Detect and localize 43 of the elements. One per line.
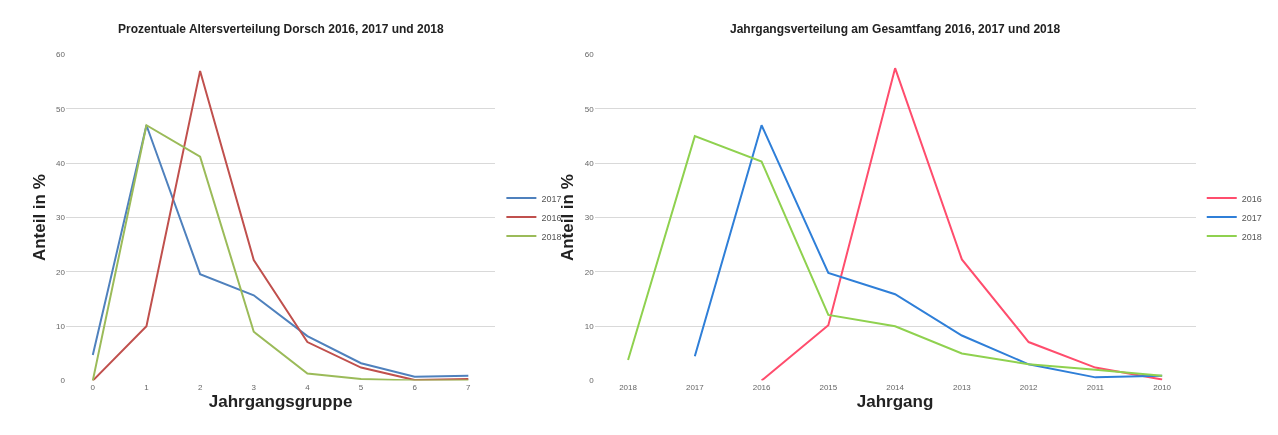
y-tick-label: 20 [56, 267, 66, 277]
legend-label: 2018 [541, 231, 562, 242]
x-tick-label: 2014 [886, 382, 905, 392]
x-axis-title: Jahrgangsgruppe [208, 392, 353, 412]
x-tick-label: 2018 [619, 382, 638, 392]
legend-label: 2017 [541, 193, 562, 204]
legend-label: 2016 [541, 212, 562, 223]
chart-title: Prozentuale Altersverteilung Dorsch 2016, 2017 und 2018 [118, 22, 445, 36]
y-tick-label: 50 [56, 104, 66, 114]
y-tick-label: 50 [584, 104, 595, 114]
x-tick-label: 4 [305, 382, 311, 392]
legend-label: 2016 [1241, 193, 1262, 204]
y-tick-label: 60 [584, 50, 595, 60]
y-tick-label: 30 [56, 213, 66, 223]
line-series [91, 69, 470, 381]
x-tick-label: 2012 [1019, 382, 1039, 392]
x-tick-label: 6 [412, 382, 418, 392]
x-axis-title: Jahrgang [856, 392, 934, 412]
x-tick-label: 2015 [819, 382, 838, 392]
x-tick-label: 2 [197, 382, 203, 392]
y-tick-label: 20 [584, 267, 595, 277]
x-tick-label: 2017 [685, 382, 705, 392]
x-tick-label: 2016 [752, 382, 772, 392]
y-tick-label: 10 [56, 322, 66, 332]
y-axis-title: Anteil in % [29, 174, 49, 262]
x-tick-label: 3 [251, 382, 257, 392]
x-tick-label: 2013 [952, 382, 972, 392]
line-series [760, 67, 1164, 381]
y-tick-label: 40 [584, 159, 595, 169]
y-tick-label: 60 [56, 50, 66, 60]
y-tick-label: 10 [584, 322, 595, 332]
x-tick-label: 5 [358, 382, 364, 392]
x-tick-label: 1 [144, 382, 150, 392]
legend-label: 2017 [1241, 212, 1262, 223]
x-tick-label: 7 [466, 382, 472, 392]
y-tick-label: 30 [584, 213, 595, 223]
x-tick-label: 2010 [1153, 382, 1172, 392]
x-tick-label: 0 [90, 382, 96, 392]
line-series [627, 135, 1164, 377]
y-tick-label: 40 [56, 159, 66, 169]
chart-title: Jahrgangsverteilung am Gesamtfang 2016, 2017 und 2018 [730, 22, 1061, 36]
x-tick-label: 2011 [1086, 382, 1105, 392]
legend-label: 2018 [1241, 231, 1262, 242]
